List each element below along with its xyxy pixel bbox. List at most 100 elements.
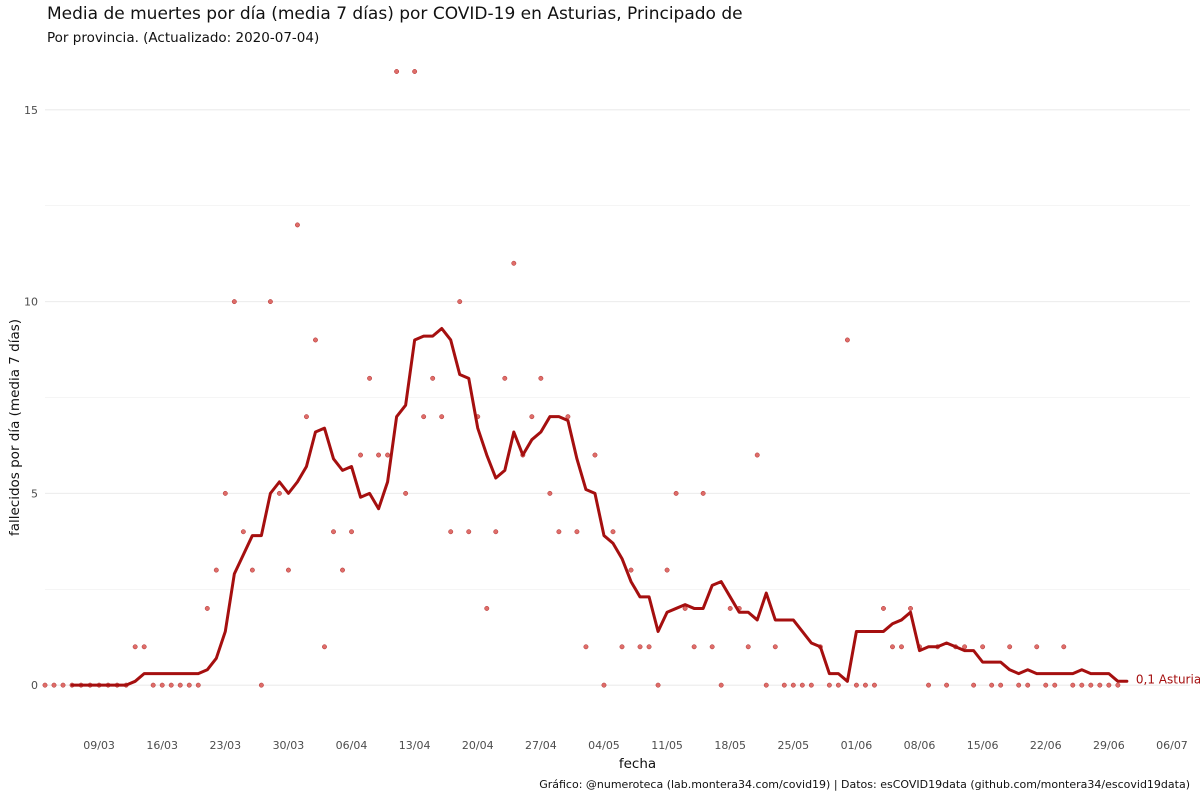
daily-death-point	[385, 452, 391, 458]
daily-death-point	[1115, 682, 1121, 688]
daily-death-point	[574, 529, 580, 535]
rolling-mean-line-layer	[70, 326, 1129, 687]
daily-death-point	[394, 69, 400, 74]
daily-death-point	[944, 682, 950, 688]
daily-death-point	[1052, 682, 1058, 688]
daily-death-point	[826, 682, 832, 688]
daily-death-point	[601, 682, 607, 688]
daily-death-point	[493, 529, 499, 535]
daily-death-point	[1007, 644, 1013, 650]
daily-death-point	[1088, 682, 1094, 688]
daily-death-point	[772, 644, 778, 650]
daily-death-point	[682, 605, 688, 611]
daily-death-point	[1043, 682, 1049, 688]
daily-death-point	[998, 682, 1004, 688]
daily-death-point	[989, 682, 995, 688]
x-tick-label: 06/07	[1156, 739, 1188, 752]
y-tick-labels: 0 5 10 15	[24, 104, 38, 692]
daily-death-point	[844, 337, 850, 343]
daily-death-point	[628, 567, 634, 573]
x-tick-label: 13/04	[399, 739, 431, 752]
daily-death-point	[790, 682, 796, 688]
daily-death-point	[835, 682, 841, 688]
daily-death-point	[403, 490, 409, 496]
x-tick-label: 18/05	[714, 739, 746, 752]
x-tick-label: 25/05	[777, 739, 809, 752]
daily-death-point	[1070, 682, 1076, 688]
daily-death-point	[231, 299, 237, 305]
x-tick-labels: 09/03 16/03 23/03 30/03 06/04 13/04 20/04 27/04…	[83, 739, 1188, 752]
x-tick-label: 29/06	[1093, 739, 1125, 752]
daily-death-point	[853, 682, 859, 688]
daily-death-point	[285, 567, 291, 573]
daily-death-point	[1061, 644, 1067, 650]
daily-death-point	[745, 644, 751, 650]
daily-death-point	[484, 605, 490, 611]
grid-layer	[45, 109, 1190, 686]
daily-death-point	[502, 375, 508, 381]
daily-death-point	[51, 682, 57, 688]
daily-death-point	[294, 222, 300, 228]
daily-death-point	[358, 452, 364, 458]
daily-death-point	[646, 644, 652, 650]
daily-death-point	[367, 375, 373, 381]
daily-death-point	[159, 682, 165, 688]
x-tick-label: 06/04	[336, 739, 368, 752]
daily-death-point	[42, 682, 48, 688]
chart-title: Media de muertes por día (media 7 días) …	[47, 4, 743, 24]
chart-caption: Gráfico: @numeroteca (lab.montera34.com/…	[539, 778, 1190, 791]
daily-death-point	[276, 490, 282, 496]
daily-death-point	[763, 682, 769, 688]
x-tick-label: 08/06	[904, 739, 936, 752]
x-tick-label: 30/03	[273, 739, 305, 752]
daily-death-point	[971, 682, 977, 688]
y-tick-label: 0	[31, 679, 38, 692]
daily-death-point	[808, 682, 814, 688]
x-tick-label: 01/06	[841, 739, 873, 752]
daily-death-point	[240, 529, 246, 535]
x-tick-label: 22/06	[1030, 739, 1062, 752]
chart-subtitle: Por provincia. (Actualizado: 2020-07-04)	[47, 30, 320, 46]
rolling-mean-line	[70, 326, 1129, 687]
daily-death-point	[619, 644, 625, 650]
daily-death-point	[592, 452, 598, 458]
daily-death-point	[448, 529, 454, 535]
daily-death-point	[862, 682, 868, 688]
daily-death-point	[926, 682, 931, 688]
daily-death-point	[466, 529, 472, 535]
daily-death-point	[222, 490, 228, 496]
daily-death-point	[150, 682, 156, 688]
daily-death-point	[195, 682, 201, 688]
daily-death-point	[547, 490, 553, 496]
daily-death-point	[304, 414, 309, 420]
daily-death-point	[132, 644, 138, 650]
daily-death-point	[1079, 682, 1085, 688]
daily-death-point	[141, 644, 147, 650]
daily-death-point	[421, 414, 427, 420]
series-end-label: 0,1 Asturias	[1136, 672, 1200, 686]
daily-death-point	[340, 567, 345, 573]
daily-death-point	[529, 414, 535, 420]
daily-death-point	[664, 567, 670, 573]
daily-death-point	[457, 299, 463, 305]
daily-death-point	[511, 260, 517, 266]
y-tick-label: 5	[31, 487, 38, 500]
y-axis-title: fallecidos por día (media 7 días)	[7, 319, 23, 536]
daily-death-point	[781, 682, 787, 688]
x-tick-label: 15/06	[967, 739, 999, 752]
daily-death-point	[349, 529, 354, 535]
x-axis-title: fecha	[619, 756, 656, 772]
daily-death-point	[871, 682, 877, 688]
daily-death-point	[168, 682, 174, 688]
daily-death-point	[899, 644, 904, 650]
x-tick-label: 20/04	[462, 739, 494, 752]
daily-death-point	[556, 529, 562, 535]
daily-death-point	[718, 682, 724, 688]
daily-death-point	[610, 529, 616, 535]
daily-death-point	[439, 414, 445, 420]
daily-death-point	[890, 644, 895, 650]
y-tick-label: 15	[24, 104, 38, 117]
daily-death-point	[908, 605, 913, 611]
x-tick-label: 27/04	[525, 739, 557, 752]
